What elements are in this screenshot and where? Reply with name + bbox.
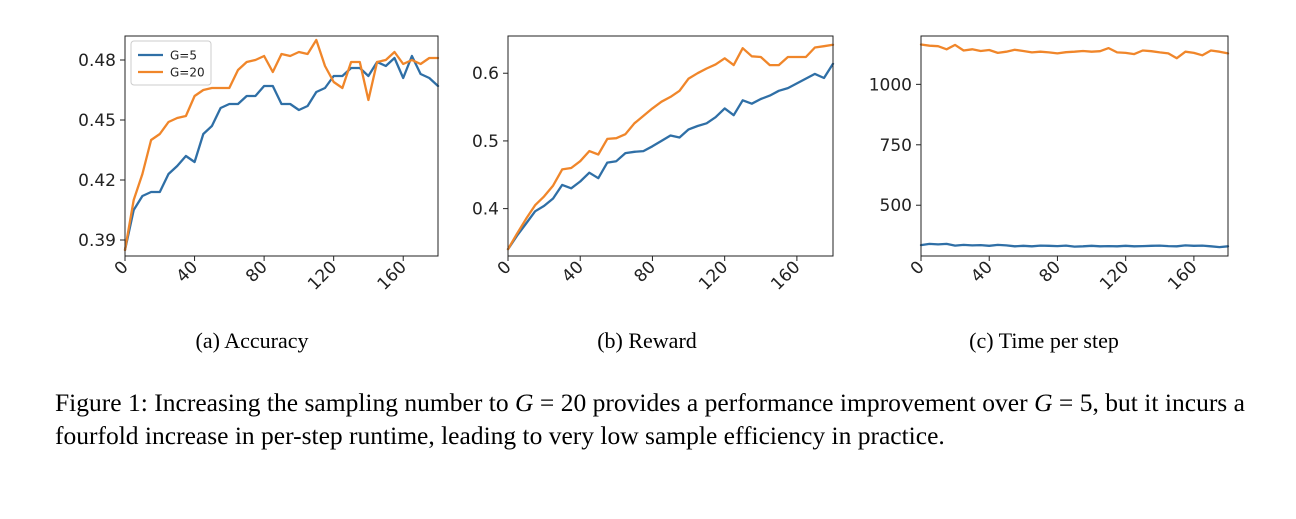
chart-3-axes-frame [920, 35, 1229, 257]
chart-2-ytick-label: 0.5 [472, 132, 499, 152]
chart-1-xtick-label: 0 [111, 257, 133, 279]
caption-eq-2: = 5 [1052, 388, 1093, 417]
chart-3-ytick-label: 500 [880, 196, 912, 216]
caption-var-g2: G [1034, 388, 1053, 417]
chart-2-ytick-label: 0.6 [472, 64, 499, 84]
chart-3-xtick-label: 40 [967, 257, 996, 286]
chart-1-ytick-label: 0.48 [78, 51, 116, 71]
chart-2-xtick-label: 160 [767, 257, 804, 294]
chart-2-series-g5-line [506, 62, 835, 251]
caption-text-1: Figure 1: Increasing the sampling number… [55, 388, 516, 417]
chart-2-series-g20-line [506, 43, 835, 251]
subcaption-b: (b) Reward [597, 328, 697, 353]
chart-1-series-g20-line [123, 38, 440, 252]
chart-1-xtick-label: 120 [304, 257, 341, 294]
subcaption-a: (a) Accuracy [195, 328, 309, 353]
chart-1-ytick-label: 0.45 [78, 111, 116, 131]
chart-2-axes-frame [507, 35, 834, 257]
chart-1-xtick-label: 40 [173, 257, 202, 286]
chart-3-ytick-label: 750 [880, 136, 912, 156]
chart-1-axes-frame [124, 35, 439, 257]
subcaption-c: (c) Time per step [969, 328, 1119, 353]
chart-2-xtick-label: 80 [631, 257, 660, 286]
chart-3-xtick-label: 0 [907, 257, 929, 279]
chart-1-ytick-label: 0.42 [78, 171, 116, 191]
chart-2-xtick-label: 0 [494, 257, 516, 279]
caption-eq-1: = 20 [533, 388, 587, 417]
legend-label-g5: G=5 [170, 49, 197, 63]
legend-box [130, 40, 212, 86]
chart-1-series-g5-line [123, 54, 440, 252]
chart-1-ytick-label: 0.39 [78, 231, 116, 251]
caption-text-2: provides a performance improvement over [586, 388, 1035, 417]
chart-3-xtick-label: 160 [1164, 257, 1201, 294]
chart-2-xtick-label: 120 [695, 257, 732, 294]
caption-text-3: , but it incurs a fourfold increase in p… [55, 388, 1245, 450]
chart-3-series-g20-line [919, 43, 1230, 60]
chart-1-xtick-label: 80 [242, 257, 271, 286]
chart-3-ytick-label: 1000 [869, 75, 912, 95]
chart-3-xtick-label: 120 [1096, 257, 1133, 294]
chart-2-xtick-label: 40 [558, 257, 587, 286]
chart-3-series-g5-line [919, 242, 1230, 249]
figure-caption: Figure 1: Increasing the sampling number… [55, 386, 1245, 452]
caption-var-g1: G [515, 388, 534, 417]
legend-label-g20: G=20 [170, 66, 205, 80]
chart-2-ytick-label: 0.4 [472, 200, 499, 220]
chart-1-xtick-label: 160 [374, 257, 411, 294]
chart-3-xtick-label: 80 [1036, 257, 1065, 286]
